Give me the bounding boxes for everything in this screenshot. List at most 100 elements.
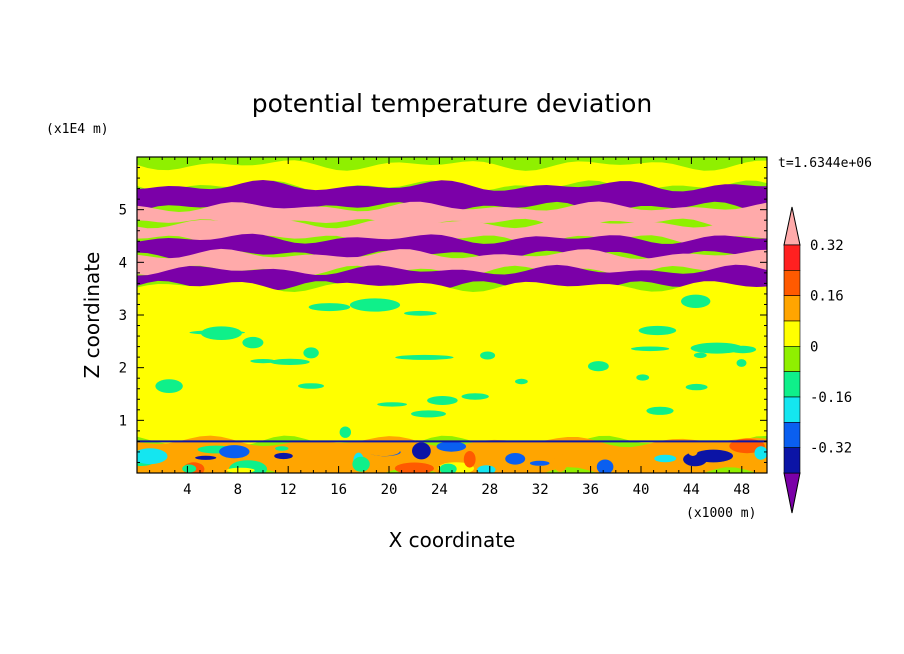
colorbar-segment: [783, 320, 801, 347]
potential-temperature-field: [137, 160, 767, 473]
colorbar-segment: [783, 270, 801, 296]
field-patch: [395, 354, 454, 360]
y-tick-label: 2: [119, 361, 127, 377]
x-tick-label: 4: [183, 482, 191, 498]
field-patch: [646, 406, 674, 415]
field-patch: [137, 448, 168, 465]
field-patch: [461, 393, 489, 400]
field-patch: [693, 449, 734, 463]
field-patch: [411, 410, 446, 418]
y-axis-ticks: 1 2 3 4 5: [119, 167, 767, 463]
x-tick-label: 12: [280, 482, 297, 498]
field-band: [137, 281, 767, 447]
field-patch: [250, 359, 276, 364]
colorbar: 0.32 0.16 0 -0.16 -0.32: [783, 206, 852, 514]
colorbar-extend-max: [783, 206, 801, 246]
field-patch: [219, 445, 250, 459]
y-axis-title: Z coordinate: [80, 252, 104, 379]
chart-title: potential temperature deviation: [252, 89, 652, 118]
colorbar-label: -0.16: [810, 390, 852, 406]
field-patch: [529, 460, 550, 466]
field-patch: [352, 456, 370, 472]
field-patch: [638, 325, 677, 336]
field-patch: [477, 465, 496, 473]
colorbar-segment: [783, 244, 801, 271]
x-tick-label: 48: [733, 482, 750, 498]
field-patch: [308, 303, 351, 312]
colorbar-segment: [783, 447, 801, 474]
field-band: [137, 201, 767, 229]
field-patch: [654, 454, 677, 463]
field-patch: [412, 442, 431, 460]
field-patch: [631, 346, 670, 352]
field-patch: [200, 326, 242, 341]
colorbar-extend-min: [783, 472, 801, 514]
y-tick-label: 1: [119, 413, 127, 429]
field-patch: [242, 336, 264, 349]
field-patch: [636, 374, 650, 381]
colorbar-label: 0: [810, 339, 818, 355]
x-tick-label: 16: [330, 482, 347, 498]
field-patch: [588, 361, 609, 372]
y-unit-label: (x1E4 m): [46, 122, 109, 137]
x-axis-title: X coordinate: [389, 528, 516, 552]
field-patch: [303, 347, 319, 359]
field-patch: [515, 378, 528, 385]
field-patch: [404, 310, 437, 316]
field-patch: [274, 452, 293, 460]
x-tick-label: 32: [532, 482, 549, 498]
field-patch: [736, 359, 747, 367]
colorbar-segment: [783, 422, 801, 448]
field-patch: [270, 358, 310, 365]
field-patch: [427, 396, 458, 405]
field-patch: [505, 453, 526, 465]
x-tick-label: 8: [234, 482, 242, 498]
colorbar-segment: [783, 371, 801, 398]
colorbar-segment: [783, 295, 801, 322]
field-patch: [690, 342, 743, 354]
field-patch: [463, 451, 476, 468]
y-tick-label: 3: [119, 308, 127, 324]
field-patch: [275, 446, 289, 451]
colorbar-label: 0.16: [810, 289, 844, 305]
field-patch: [754, 446, 767, 460]
field-patch: [685, 383, 708, 391]
colorbar-label: 0.32: [810, 238, 844, 254]
x-tick-label: 44: [683, 482, 700, 498]
colorbar-segment: [783, 346, 801, 372]
field-patch: [298, 383, 324, 389]
colorbar-segment: [783, 396, 801, 423]
x-tick-label: 40: [633, 482, 650, 498]
field-patch: [394, 462, 434, 473]
x-tick-label: 28: [481, 482, 498, 498]
field-patch: [339, 426, 351, 438]
x-axis-ticks: 4 8 12 16 20 24 28 32 36 40 44 48: [149, 157, 755, 498]
x-tick-label: 24: [431, 482, 448, 498]
field-patch: [608, 449, 622, 457]
field-patch: [367, 445, 401, 457]
field-patch: [226, 467, 255, 473]
field-patch: [436, 441, 467, 452]
field-patch: [440, 451, 452, 460]
field-patch: [729, 345, 757, 354]
x-tick-label: 20: [381, 482, 398, 498]
field-band: [137, 233, 767, 260]
field-patch: [349, 298, 401, 312]
field-patch: [301, 447, 331, 453]
field-patch: [693, 352, 707, 359]
field-patch: [681, 294, 711, 308]
field-patch: [182, 464, 197, 473]
field-band: [137, 248, 767, 276]
field-patch: [155, 379, 183, 393]
y-tick-label: 5: [119, 203, 127, 219]
field-patch: [377, 402, 407, 407]
colorbar-label: -0.32: [810, 441, 852, 457]
time-label: t=1.6344e+06: [778, 156, 872, 171]
y-tick-label: 4: [119, 255, 127, 271]
field-patch: [553, 454, 567, 472]
x-unit-label: (x1000 m): [686, 506, 756, 521]
field-patch: [596, 459, 614, 473]
field-patch: [480, 351, 496, 360]
field-patch: [195, 455, 217, 460]
